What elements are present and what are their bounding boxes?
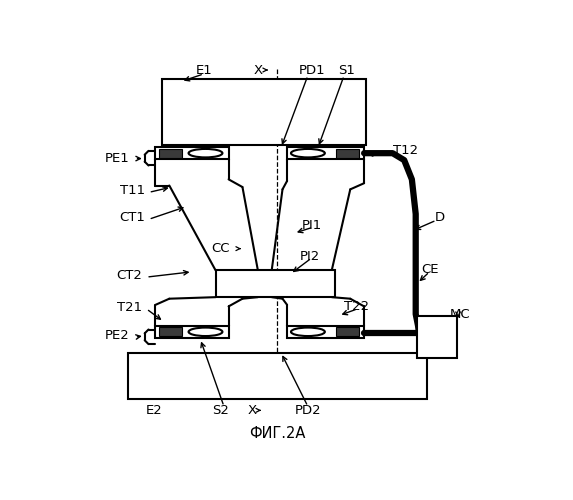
Text: S1: S1 bbox=[338, 64, 355, 76]
Ellipse shape bbox=[291, 149, 325, 158]
Text: E2: E2 bbox=[146, 404, 162, 417]
Bar bbox=[162, 79, 366, 144]
Ellipse shape bbox=[291, 328, 325, 336]
Ellipse shape bbox=[189, 149, 222, 158]
Text: PI1: PI1 bbox=[301, 219, 322, 232]
Ellipse shape bbox=[189, 328, 222, 336]
Text: CE: CE bbox=[422, 263, 439, 276]
Text: T12: T12 bbox=[393, 144, 418, 158]
Text: S2: S2 bbox=[213, 404, 229, 417]
Bar bbox=[287, 326, 364, 338]
Bar bbox=[336, 148, 359, 158]
Text: CC: CC bbox=[211, 242, 229, 255]
Bar bbox=[417, 316, 457, 358]
Text: T11: T11 bbox=[120, 184, 144, 198]
Text: ФИГ.2А: ФИГ.2А bbox=[249, 426, 305, 441]
Text: CT2: CT2 bbox=[116, 269, 142, 282]
Bar bbox=[159, 148, 182, 158]
Text: PE2: PE2 bbox=[104, 329, 129, 342]
Bar bbox=[336, 327, 359, 336]
Text: T21: T21 bbox=[117, 302, 142, 314]
Text: MC: MC bbox=[450, 308, 470, 320]
Bar bbox=[128, 352, 427, 399]
Bar bbox=[287, 147, 364, 160]
Text: T22: T22 bbox=[344, 300, 369, 313]
Bar bbox=[155, 326, 229, 338]
Text: E1: E1 bbox=[195, 64, 213, 76]
Text: PE1: PE1 bbox=[104, 152, 129, 165]
Bar bbox=[159, 327, 182, 336]
Text: CT1: CT1 bbox=[119, 212, 144, 224]
Text: X: X bbox=[247, 404, 256, 417]
Text: PD1: PD1 bbox=[299, 64, 325, 76]
Text: X: X bbox=[253, 64, 262, 76]
Text: PI2: PI2 bbox=[300, 250, 320, 263]
Text: D: D bbox=[434, 212, 445, 224]
Bar bbox=[215, 270, 335, 297]
Bar bbox=[155, 147, 229, 160]
Text: PD2: PD2 bbox=[295, 404, 321, 417]
